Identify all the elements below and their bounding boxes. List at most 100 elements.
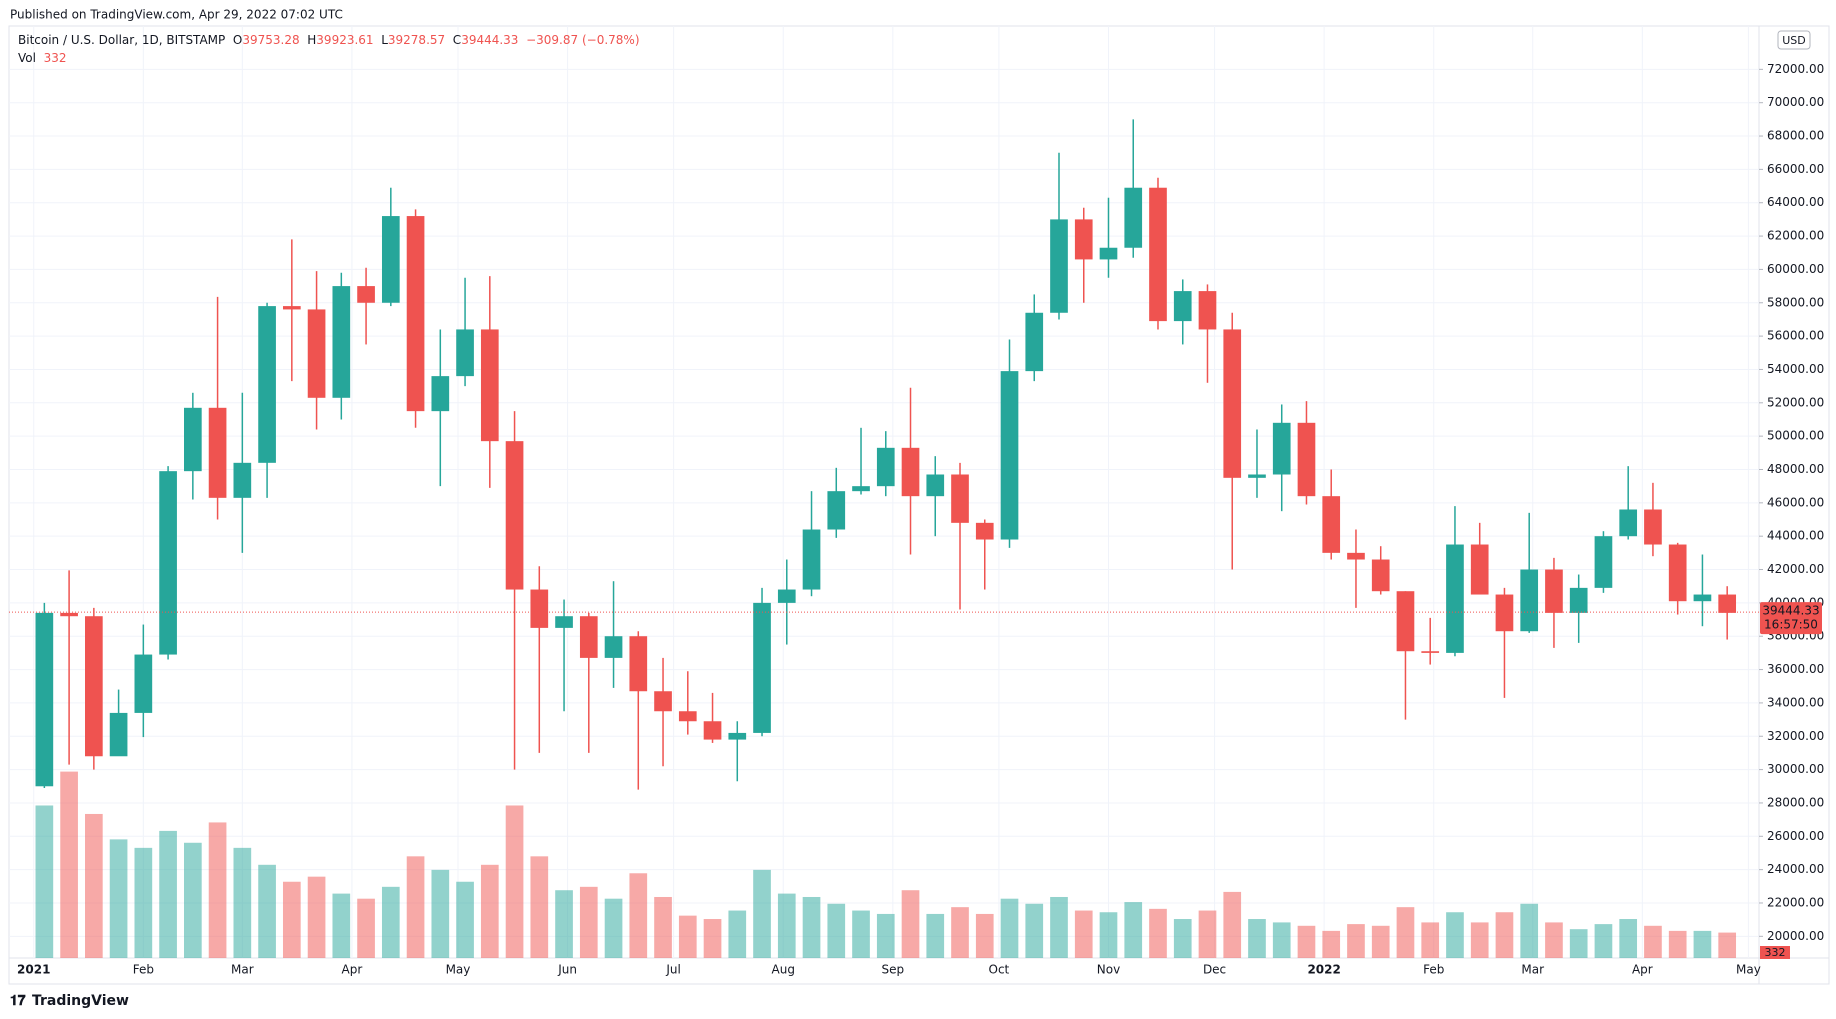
change: −309.87 — [526, 33, 579, 47]
ohlc-value: 39278.57 — [387, 33, 446, 47]
y-tick-label: 62000.00 — [1767, 229, 1824, 243]
candle-body — [579, 616, 598, 658]
y-tick-label: 58000.00 — [1767, 295, 1824, 309]
volume-bar — [1149, 908, 1167, 958]
candle-body — [802, 529, 821, 590]
volume-bar — [802, 896, 821, 958]
volume-bar — [1322, 930, 1341, 958]
candle-body — [1421, 651, 1440, 653]
candle-body — [777, 589, 796, 603]
volume-bar — [1421, 922, 1440, 958]
candle-body — [381, 216, 400, 303]
volume-bar — [1000, 898, 1019, 958]
candle-body — [1124, 187, 1143, 248]
volume-bar — [258, 864, 276, 958]
volume-bar — [1545, 922, 1563, 958]
candle-body — [1371, 559, 1390, 592]
ohlc-value: 39923.61 — [316, 33, 374, 47]
candle-body — [456, 329, 474, 377]
candle-body — [1718, 594, 1737, 613]
volume-bar — [703, 919, 722, 958]
logo-icon: 𝟏𝟕 — [10, 993, 26, 1009]
candle-body — [1619, 509, 1638, 537]
price-badge-label: 39444.33 — [1762, 604, 1819, 618]
y-tick-label: 64000.00 — [1767, 195, 1824, 209]
ohlc-value: 39753.28 — [242, 33, 300, 47]
volume-bar — [1495, 912, 1514, 958]
candle-body — [109, 712, 128, 757]
volume-bar — [233, 847, 252, 958]
volume-bar — [406, 856, 425, 958]
candle-body — [1396, 591, 1415, 652]
y-tick-label: 52000.00 — [1767, 395, 1824, 409]
candle-body — [1644, 509, 1662, 545]
volume-bar — [184, 842, 202, 958]
candle-body — [852, 486, 870, 492]
y-tick-label: 24000.00 — [1767, 862, 1824, 876]
volume-bar — [109, 839, 128, 958]
volume-bar — [60, 771, 78, 958]
x-tick-label: May — [1736, 963, 1761, 977]
y-tick-label: 46000.00 — [1767, 495, 1824, 509]
volume-bar — [431, 869, 450, 958]
candle-body — [678, 711, 697, 722]
x-tick-label: Jul — [665, 963, 680, 977]
ohlc-label: L — [381, 33, 388, 47]
y-tick-label: 70000.00 — [1767, 95, 1824, 109]
candle-body — [1000, 371, 1019, 540]
candle-body — [332, 286, 351, 398]
volume-bar — [579, 886, 598, 958]
candle-body — [60, 612, 78, 617]
volume-bar — [1619, 919, 1638, 958]
volume-bar — [1223, 891, 1242, 958]
axes: 20000.00 22000.00 24000.00 26000.00 28000.00… — [9, 30, 1824, 977]
candle-body — [901, 447, 920, 497]
volume-bar — [1173, 919, 1192, 958]
ohlc-label: H — [307, 33, 317, 47]
x-tick-label: Oct — [989, 963, 1010, 977]
y-tick-label: 34000.00 — [1767, 695, 1824, 709]
candle-body — [431, 376, 450, 412]
y-tick-label: 22000.00 — [1767, 895, 1824, 909]
volume-bar — [926, 913, 945, 958]
volume-bar — [654, 896, 672, 958]
volume-bar — [1074, 910, 1093, 958]
price-badge — [1760, 602, 1822, 635]
y-tick-label: 30000.00 — [1767, 762, 1824, 776]
candle-body — [35, 612, 54, 787]
volume-badge-label: 332 — [1765, 946, 1786, 959]
x-tick-label: Aug — [772, 963, 795, 977]
x-tick-label: 2022 — [1307, 963, 1340, 977]
volume-bar — [480, 864, 499, 958]
candle-body — [629, 636, 648, 692]
candle-body — [1495, 594, 1514, 632]
volume-bar — [728, 910, 747, 958]
volume-badge — [1760, 946, 1790, 959]
volume-bar — [604, 898, 623, 958]
ohlc-label: O — [232, 33, 243, 47]
volume-bar — [1569, 929, 1588, 958]
candle-body — [1198, 291, 1217, 330]
candle-body — [1149, 187, 1167, 322]
x-tick-label: Feb — [1423, 963, 1444, 977]
volume-bar — [282, 881, 301, 958]
volume-bar — [307, 876, 326, 958]
y-tick-label: 68000.00 — [1767, 129, 1824, 143]
y-tick-label: 36000.00 — [1767, 662, 1824, 676]
y-tick-label: 54000.00 — [1767, 362, 1824, 376]
candle-body — [604, 636, 623, 658]
x-tick-label: Apr — [1632, 963, 1653, 977]
y-tick-label: 32000.00 — [1767, 729, 1824, 743]
candle-body — [357, 286, 375, 303]
candle-body — [654, 691, 672, 712]
published-note: Published on TradingView.com, Apr 29, 20… — [10, 8, 343, 22]
volume-bar — [208, 822, 227, 958]
candle-body — [753, 602, 771, 733]
ohlc-value: 39444.33 — [461, 33, 519, 47]
x-tick-label: May — [446, 963, 471, 977]
volume-bar — [1050, 896, 1068, 958]
candle-body — [1470, 544, 1489, 595]
candle-body — [307, 309, 326, 398]
candle-body — [1297, 422, 1316, 497]
